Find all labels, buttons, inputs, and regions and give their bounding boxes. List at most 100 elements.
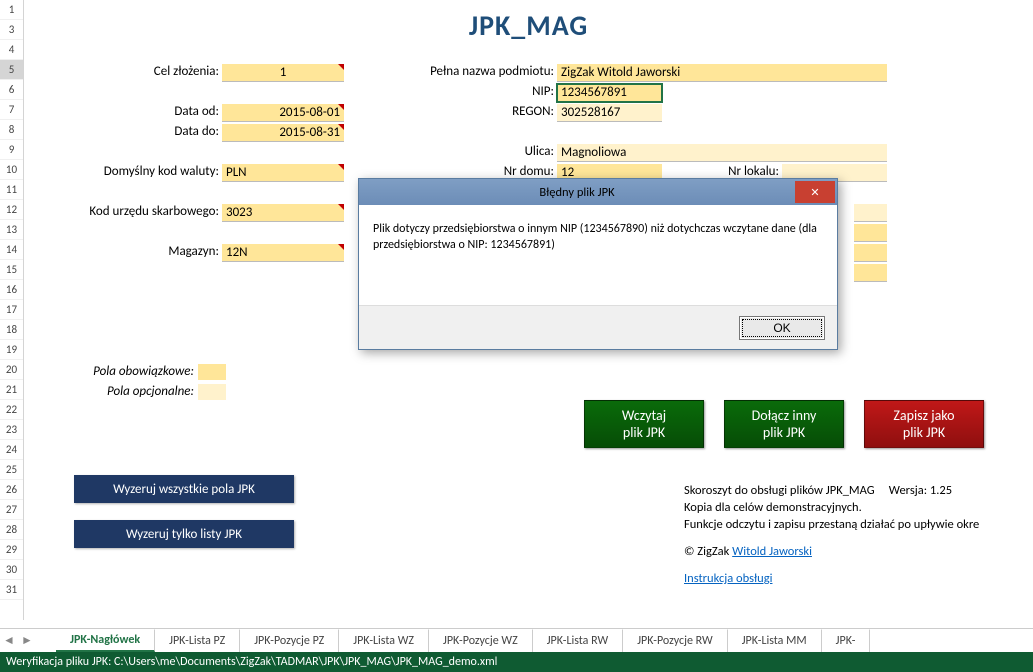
info-line3: Funkcje odczytu i zapisu przestaną dział… [684, 516, 1033, 533]
cell-cel[interactable]: 1 [222, 64, 344, 82]
row-header[interactable]: 30 [0, 560, 23, 580]
row-header[interactable]: 28 [0, 520, 23, 540]
row-header[interactable]: 15 [0, 260, 23, 280]
chevron-right-icon: ► [21, 633, 33, 648]
legend-optional-swatch [198, 384, 226, 400]
row-header[interactable]: 16 [0, 280, 23, 300]
manual-link[interactable]: Instrukcja obsługi [684, 571, 772, 586]
dialog-ok-button[interactable]: OK [739, 316, 825, 340]
tab-nav-prev[interactable]: ◄ [0, 629, 18, 652]
cell-ulica[interactable]: Magnoliowa [557, 144, 887, 162]
wczytaj-l1: Wczytaj [622, 407, 666, 424]
copyright-prefix: © ZigZak [684, 544, 732, 559]
tab-nav-next[interactable]: ► [18, 629, 36, 652]
cell-data-od[interactable]: 2015-08-01 [222, 104, 344, 122]
row-header[interactable]: 20 [0, 360, 23, 380]
row-header[interactable]: 7 [0, 100, 23, 120]
label-nrlokalu: Nr lokalu: [664, 164, 779, 179]
wczytaj-button[interactable]: Wczytaj plik JPK [584, 400, 704, 448]
cell-nip[interactable]: 1234567891 [557, 84, 662, 102]
zapisz-l1: Zapisz jako [893, 407, 954, 424]
label-data-od: Data od: [24, 104, 219, 119]
row-header[interactable]: 27 [0, 500, 23, 520]
legend-optional-label: Pola opcjonalne: [24, 384, 194, 399]
label-ulica: Ulica: [354, 144, 554, 159]
author-link[interactable]: Witold Jaworski [732, 544, 812, 559]
legend-required-label: Pola obowiązkowe: [24, 364, 194, 379]
sheet-tab[interactable]: JPK- [822, 629, 871, 652]
row-header[interactable]: 29 [0, 540, 23, 560]
sheet-tab[interactable]: JPK-Nagłówek [56, 629, 155, 652]
label-data-do: Data do: [24, 124, 219, 139]
sheet-tab[interactable]: JPK-Lista MM [728, 629, 822, 652]
row-header[interactable]: 22 [0, 400, 23, 420]
status-text: Weryfikacja pliku JPK: C:\Users\me\Docum… [6, 655, 497, 669]
row-header[interactable]: 3 [0, 20, 23, 40]
cell-stub-2[interactable] [854, 224, 887, 242]
row-header[interactable]: 1 [0, 0, 23, 20]
row-header[interactable]: 31 [0, 580, 23, 600]
row-header[interactable]: 12 [0, 200, 23, 220]
row-header[interactable]: 21 [0, 380, 23, 400]
label-cel: Cel złożenia: [24, 64, 219, 79]
legend-required-swatch [198, 364, 226, 380]
worksheet-area: JPK_MAG Cel złożenia: 1 Data od: 2015-08… [24, 0, 1033, 620]
sheet-tab[interactable]: JPK-Pozycje PZ [240, 629, 339, 652]
row-header[interactable]: 23 [0, 420, 23, 440]
status-bar: Weryfikacja pliku JPK: C:\Users\me\Docum… [0, 652, 1033, 672]
wyzeruj-listy-button[interactable]: Wyzeruj tylko listy JPK [74, 520, 294, 548]
row-header[interactable]: 11 [0, 180, 23, 200]
label-nip: NIP: [354, 84, 554, 99]
info-line1a: Skoroszyt do obsługi plików JPK_MAG [684, 483, 875, 498]
cell-regon[interactable]: 302528167 [557, 104, 662, 122]
dialog-title: Błędny plik JPK [359, 185, 795, 200]
zapisz-l2: plik JPK [903, 424, 945, 441]
cell-urzad[interactable]: 3023 [222, 204, 344, 222]
row-header[interactable]: 9 [0, 140, 23, 160]
cell-stub-3[interactable] [854, 244, 887, 262]
row-header[interactable]: 18 [0, 320, 23, 340]
dolacz-l2: plik JPK [763, 424, 805, 441]
sheet-tab[interactable]: JPK-Pozycje WZ [429, 629, 533, 652]
label-waluta: Domyślny kod waluty: [24, 164, 219, 179]
row-header[interactable]: 4 [0, 40, 23, 60]
sheet-tab[interactable]: JPK-Lista PZ [155, 629, 240, 652]
cell-stub-1[interactable] [854, 204, 887, 222]
row-header[interactable]: 6 [0, 80, 23, 100]
row-header[interactable]: 10 [0, 160, 23, 180]
row-header[interactable]: 5 [0, 60, 23, 80]
sheet-tab-strip: ◄ ► JPK-NagłówekJPK-Lista PZJPK-Pozycje … [0, 628, 1033, 652]
cell-stub-4[interactable] [854, 264, 887, 282]
sheet-tab[interactable]: JPK-Lista WZ [339, 629, 429, 652]
label-regon: REGON: [354, 104, 554, 119]
close-icon: ✕ [810, 186, 819, 199]
sheet-tabs: JPK-NagłówekJPK-Lista PZJPK-Pozycje PZJP… [56, 629, 870, 652]
dialog-titlebar[interactable]: Błędny plik JPK ✕ [359, 179, 837, 205]
row-header[interactable]: 24 [0, 440, 23, 460]
chevron-left-icon: ◄ [3, 633, 15, 648]
dialog-close-button[interactable]: ✕ [795, 181, 835, 203]
cell-magazyn[interactable]: 12N [222, 244, 344, 262]
cell-data-do[interactable]: 2015-08-31 [222, 124, 344, 142]
zapisz-button[interactable]: Zapisz jako plik JPK [864, 400, 984, 448]
row-header[interactable]: 8 [0, 120, 23, 140]
info-line2: Kopia dla celów demonstracyjnych. [684, 499, 1033, 516]
row-header[interactable]: 13 [0, 220, 23, 240]
wyzeruj-all-button[interactable]: Wyzeruj wszystkie pola JPK [74, 475, 294, 503]
row-headers: 1345678910111213141516171819202122232425… [0, 0, 24, 620]
dialog-body: Plik dotyczy przedsiębiorstwa o innym NI… [359, 205, 837, 305]
sheet-tab[interactable]: JPK-Lista RW [533, 629, 624, 652]
dialog-footer: OK [359, 305, 837, 349]
row-header[interactable]: 17 [0, 300, 23, 320]
cell-waluta[interactable]: PLN [222, 164, 344, 182]
row-header[interactable]: 14 [0, 240, 23, 260]
sheet-tab[interactable]: JPK-Pozycje RW [623, 629, 728, 652]
app-viewport: 1345678910111213141516171819202122232425… [0, 0, 1033, 672]
dolacz-button[interactable]: Dołącz inny plik JPK [724, 400, 844, 448]
page-title: JPK_MAG [24, 8, 1033, 43]
row-header[interactable]: 26 [0, 480, 23, 500]
info-block: Skoroszyt do obsługi plików JPK_MAG Wers… [684, 482, 1033, 587]
cell-nazwa[interactable]: ZigZak Witold Jaworski [557, 64, 887, 82]
row-header[interactable]: 25 [0, 460, 23, 480]
row-header[interactable]: 19 [0, 340, 23, 360]
